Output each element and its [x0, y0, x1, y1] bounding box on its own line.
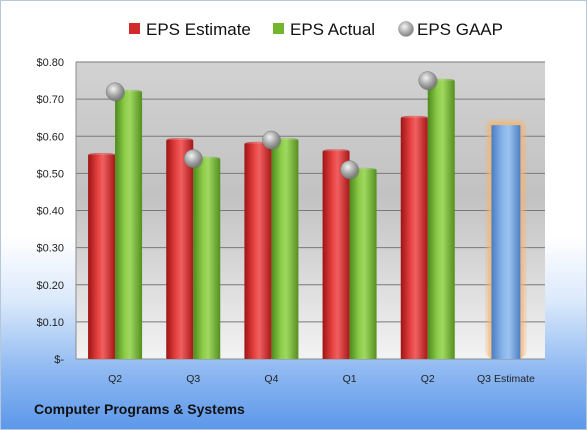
legend-label: EPS Estimate [146, 20, 251, 39]
eps-actual-bar [115, 91, 143, 359]
eps-forecast-bar [491, 125, 521, 359]
y-tick-label: $- [54, 354, 64, 366]
legend-swatch [398, 21, 414, 37]
eps-gaap-marker [340, 160, 359, 179]
eps-estimate-bar [400, 117, 428, 359]
eps-gaap-marker [262, 130, 281, 150]
x-tick-label: Q4 [264, 373, 278, 385]
x-tick-label: Q2 [421, 373, 435, 385]
eps-estimate-bar [88, 154, 116, 359]
eps-estimate-bar-top [88, 152, 116, 157]
eps-gaap-marker [184, 149, 203, 168]
y-tick-label: $0.50 [36, 168, 64, 180]
x-tick-label: Q3 Estimate [477, 373, 535, 385]
eps-gaap-marker [105, 82, 125, 101]
legend-swatch [273, 23, 284, 34]
eps-actual-bar [193, 158, 221, 359]
company-name: Computer Programs & Systems [34, 401, 245, 417]
y-tick-label: $0.20 [36, 280, 64, 292]
y-tick-label: $0.40 [36, 206, 64, 218]
eps-actual-bar [349, 169, 377, 359]
eps-estimate-bar-top [322, 149, 350, 154]
legend-label: EPS Actual [290, 20, 375, 39]
y-tick-label: $0.30 [36, 243, 64, 255]
y-tick-label: $0.80 [36, 57, 64, 69]
x-tick-label: Q3 [186, 373, 200, 385]
y-tick-label: $0.70 [36, 94, 64, 106]
eps-actual-bar [427, 80, 455, 359]
eps-estimate-bar [166, 139, 194, 359]
x-tick-label: Q2 [108, 373, 122, 385]
legend-label: EPS GAAP [417, 20, 503, 39]
eps-estimate-bar-top [400, 115, 428, 120]
eps-gaap-marker [418, 71, 437, 90]
eps-estimate-bar-top [166, 137, 194, 142]
x-tick-label: Q1 [343, 373, 357, 385]
legend-swatch [129, 23, 140, 34]
y-tick-label: $0.10 [36, 317, 64, 329]
eps-estimate-bar [322, 151, 350, 359]
eps-estimate-bar [244, 143, 272, 359]
y-tick-label: $0.60 [36, 131, 64, 143]
eps-actual-bar [271, 139, 299, 359]
